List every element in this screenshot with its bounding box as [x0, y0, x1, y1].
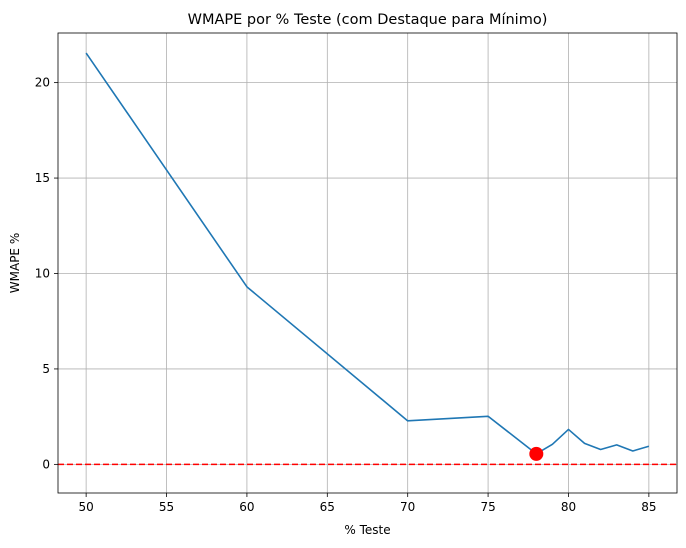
x-axis-title: % Teste [344, 523, 390, 537]
y-tick-label: 10 [35, 266, 50, 280]
axes-frame [57, 32, 678, 494]
y-tick-label: 5 [42, 362, 50, 376]
y-tick-label: 15 [35, 171, 50, 185]
x-tick-label: 55 [159, 500, 174, 514]
y-axis: 0 5 10 15 20 [35, 76, 58, 471]
chart-title: WMAPE por % Teste (com Destaque para Mín… [188, 12, 548, 28]
y-axis-title: WMAPE % [8, 233, 22, 293]
x-tick-label: 80 [561, 500, 576, 514]
plot-area [58, 52, 677, 466]
grid-lines [58, 33, 677, 493]
x-tick-label: 65 [320, 500, 335, 514]
x-axis: 50 55 60 65 70 75 80 85 [78, 493, 657, 514]
x-tick-label: 75 [480, 500, 495, 514]
minimum-highlight-point [529, 446, 544, 461]
y-tick-label: 20 [35, 76, 50, 90]
y-tick-label: 0 [42, 457, 50, 471]
x-tick-label: 70 [400, 500, 415, 514]
x-tick-label: 60 [239, 500, 254, 514]
wmape-series-line [85, 52, 650, 455]
x-tick-label: 85 [641, 500, 656, 514]
x-tick-label: 50 [78, 500, 93, 514]
